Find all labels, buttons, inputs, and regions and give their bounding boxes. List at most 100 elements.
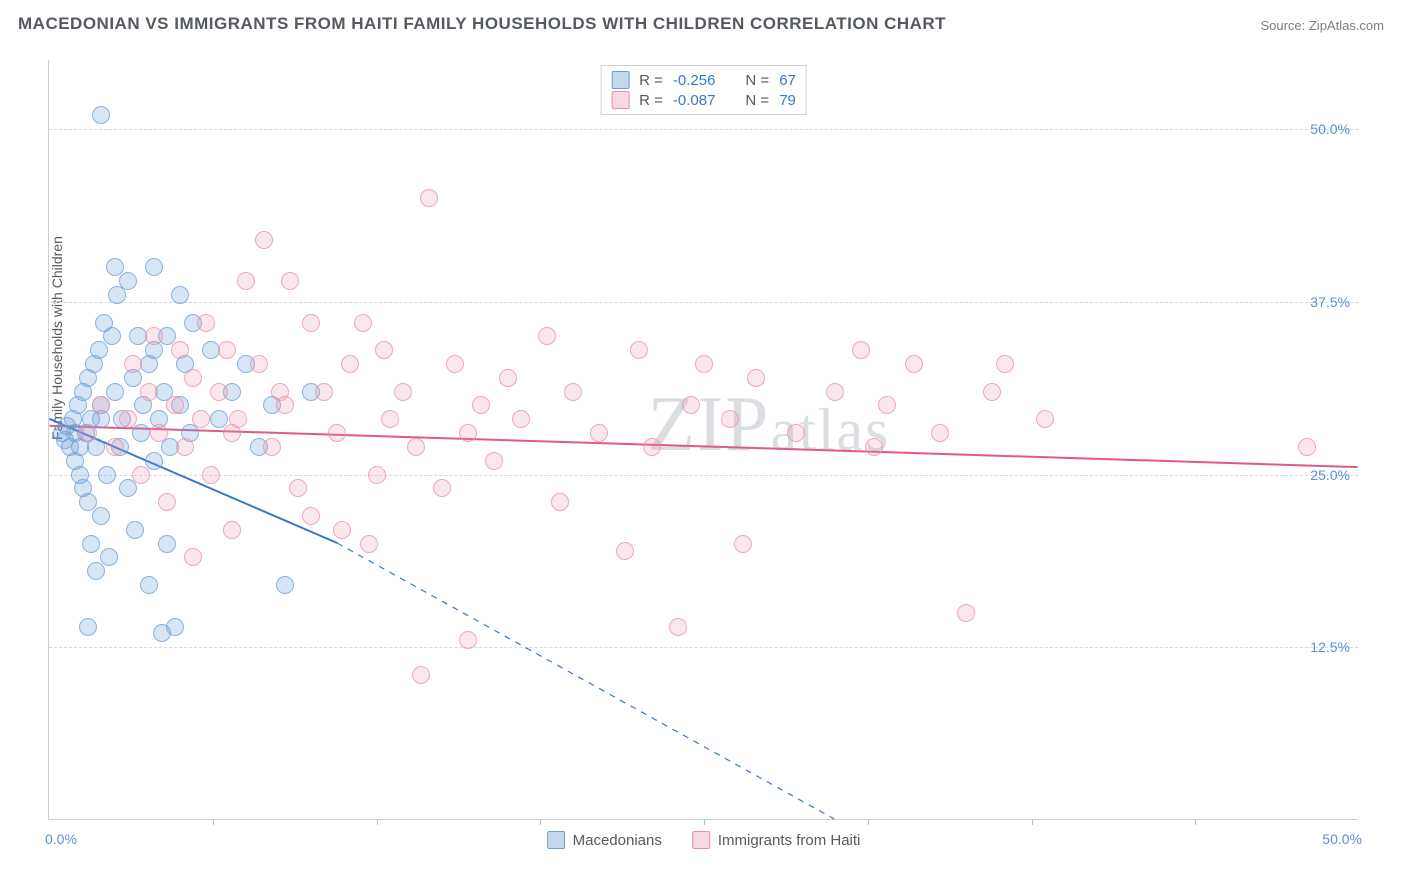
scatter-point [132,424,150,442]
scatter-point [106,438,124,456]
scatter-point [184,548,202,566]
scatter-point [192,410,210,428]
scatter-point [145,327,163,345]
legend-item-blue: Macedonians [547,831,662,849]
scatter-point [852,341,870,359]
scatter-point [276,576,294,594]
scatter-point [79,424,97,442]
scatter-point [255,231,273,249]
scatter-point [171,341,189,359]
x-tick [540,819,541,825]
scatter-point [119,410,137,428]
chart-title: MACEDONIAN VS IMMIGRANTS FROM HAITI FAMI… [18,14,946,34]
scatter-point [1036,410,1054,428]
scatter-point [218,341,236,359]
scatter-point [721,410,739,428]
scatter-point [119,272,137,290]
scatter-point [485,452,503,470]
scatter-point [375,341,393,359]
scatter-point [145,452,163,470]
scatter-point [150,424,168,442]
swatch-blue-icon [611,71,629,89]
scatter-point [354,314,372,332]
scatter-point [171,286,189,304]
scatter-point [368,466,386,484]
scatter-point [302,314,320,332]
scatter-point [92,106,110,124]
scatter-point [223,521,241,539]
scatter-point [333,521,351,539]
legend-label-pink: Immigrants from Haiti [718,832,861,849]
scatter-point [996,355,1014,373]
source-attribution: Source: ZipAtlas.com [1260,18,1384,33]
scatter-point [734,535,752,553]
source-name: ZipAtlas.com [1309,18,1384,33]
scatter-point [826,383,844,401]
gridline-h [49,302,1358,303]
scatter-point [103,327,121,345]
scatter-plot-area: Family Households with Children 12.5%25.… [48,60,1358,820]
x-tick [213,819,214,825]
scatter-point [176,438,194,456]
scatter-point [302,507,320,525]
scatter-point [100,548,118,566]
x-tick [1195,819,1196,825]
scatter-point [106,258,124,276]
scatter-point [381,410,399,428]
y-tick-label: 25.0% [1310,467,1350,483]
scatter-point [276,396,294,414]
scatter-point [446,355,464,373]
scatter-point [512,410,530,428]
scatter-point [564,383,582,401]
x-tick [1032,819,1033,825]
scatter-point [289,479,307,497]
scatter-point [472,396,490,414]
scatter-point [957,604,975,622]
scatter-point [87,562,105,580]
scatter-point [394,383,412,401]
scatter-point [695,355,713,373]
scatter-point [931,424,949,442]
scatter-point [126,521,144,539]
scatter-point [1298,438,1316,456]
scatter-point [124,355,142,373]
scatter-point [98,466,116,484]
scatter-point [281,272,299,290]
legend-item-pink: Immigrants from Haiti [692,831,861,849]
n-prefix: N = [745,72,769,89]
scatter-point [682,396,700,414]
scatter-point [210,383,228,401]
scatter-point [229,410,247,428]
swatch-blue-icon [547,831,565,849]
scatter-point [865,438,883,456]
scatter-point [158,535,176,553]
r-value-pink: -0.087 [673,92,716,109]
scatter-point [202,466,220,484]
scatter-point [420,189,438,207]
scatter-point [197,314,215,332]
scatter-point [106,383,124,401]
scatter-point [140,576,158,594]
scatter-point [905,355,923,373]
scatter-point [79,618,97,636]
scatter-point [250,355,268,373]
n-value-blue: 67 [779,72,796,89]
scatter-point [237,272,255,290]
r-prefix: R = [639,92,663,109]
scatter-point [184,369,202,387]
scatter-point [590,424,608,442]
scatter-point [787,424,805,442]
x-tick [868,819,869,825]
scatter-point [551,493,569,511]
scatter-point [643,438,661,456]
n-value-pink: 79 [779,92,796,109]
x-tick [377,819,378,825]
scatter-point [132,466,150,484]
scatter-point [407,438,425,456]
scatter-point [140,383,158,401]
scatter-point [983,383,1001,401]
y-axis-label: Family Households with Children [49,236,65,440]
y-tick-label: 37.5% [1310,294,1350,310]
gridline-h [49,129,1358,130]
scatter-point [92,396,110,414]
